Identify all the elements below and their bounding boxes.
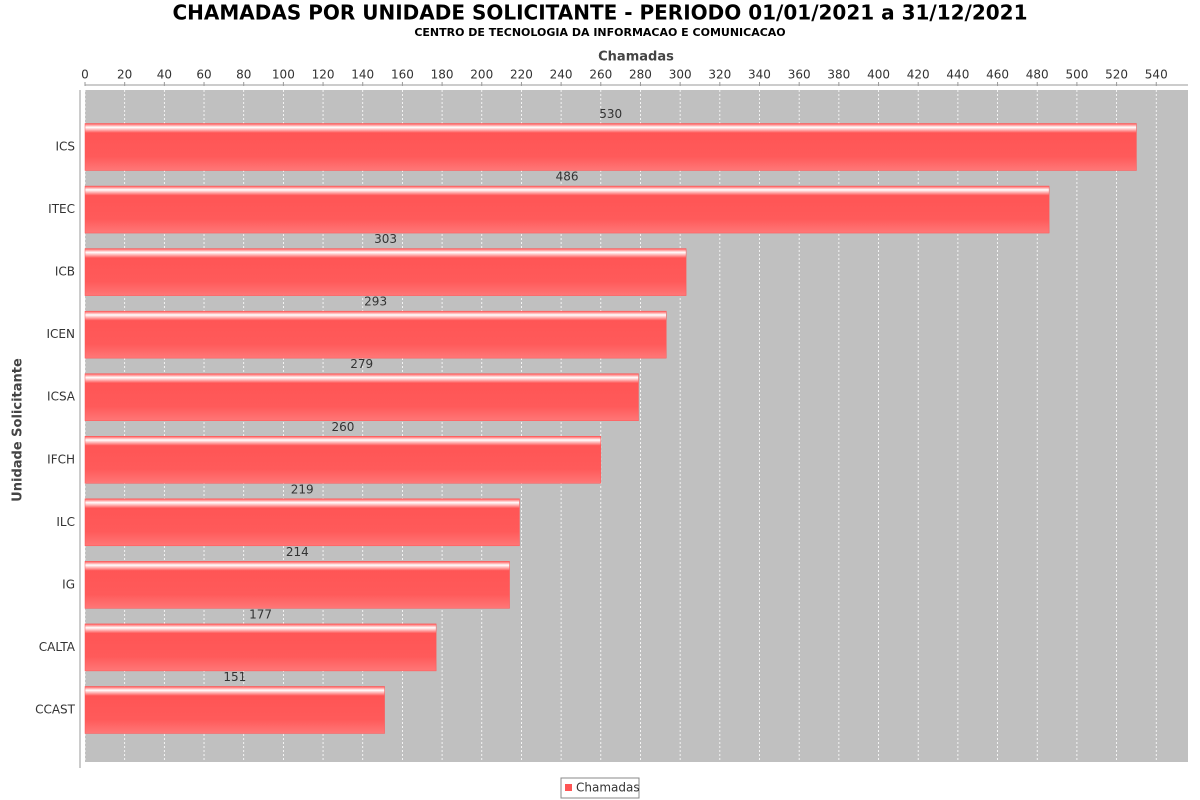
y-tick-label: ICSA	[47, 390, 76, 404]
bar	[84, 561, 510, 609]
y-tick-label: ILC	[56, 515, 75, 529]
data-label: 486	[556, 170, 579, 184]
x-tick-label: 520	[1105, 68, 1128, 82]
y-tick-label: ICS	[55, 140, 75, 154]
legend-box	[560, 777, 640, 799]
data-label: 151	[223, 670, 246, 684]
x-tick-label: 380	[827, 68, 850, 82]
bar	[84, 436, 602, 484]
data-label: 214	[286, 545, 309, 559]
x-tick-label: 20	[117, 68, 132, 82]
x-tick-label: 260	[589, 68, 612, 82]
bar	[84, 248, 687, 296]
y-axis-label: Unidade Solicitante	[11, 358, 26, 502]
data-label: 219	[291, 482, 314, 496]
x-tick-label: 120	[312, 68, 335, 82]
bar	[84, 185, 1050, 234]
x-tick-label: 160	[391, 68, 414, 82]
x-tick-label: 100	[272, 68, 295, 82]
x-tick-label: 420	[907, 68, 930, 82]
bar	[84, 623, 437, 672]
x-tick-label: 180	[431, 68, 454, 82]
chart-title: CHAMADAS POR UNIDADE SOLICITANTE - PERIO…	[172, 1, 1027, 25]
y-tick-label: IFCH	[47, 452, 75, 466]
data-label: 177	[249, 607, 272, 621]
x-tick-label: 540	[1145, 68, 1168, 82]
bar	[84, 686, 385, 734]
x-tick-label: 460	[986, 68, 1009, 82]
data-label: 530	[599, 107, 622, 121]
data-label: 260	[331, 420, 354, 434]
y-tick-label: ITEC	[48, 202, 75, 216]
bar	[84, 123, 1137, 171]
x-tick-label: 220	[510, 68, 533, 82]
data-label: 293	[364, 295, 387, 309]
bar	[84, 498, 520, 547]
legend-swatch	[565, 784, 572, 791]
x-tick-label: 360	[788, 68, 811, 82]
x-tick-label: 440	[946, 68, 969, 82]
data-label: 279	[350, 357, 373, 371]
x-tick-label: 40	[157, 68, 172, 82]
x-tick-label: 320	[708, 68, 731, 82]
y-tick-label: CALTA	[39, 640, 76, 654]
chart-subtitle: CENTRO DE TECNOLOGIA DA INFORMACAO E COM…	[414, 26, 785, 39]
y-tick-label: CCAST	[35, 702, 76, 716]
x-tick-label: 300	[669, 68, 692, 82]
data-label: 303	[374, 232, 397, 246]
x-tick-label: 500	[1065, 68, 1088, 82]
x-tick-label: 60	[196, 68, 211, 82]
y-tick-label: ICEN	[47, 327, 75, 341]
x-tick-label: 0	[81, 68, 89, 82]
y-tick-label: IG	[62, 577, 75, 591]
x-tick-label: 80	[236, 68, 251, 82]
x-tick-label: 340	[748, 68, 771, 82]
x-tick-label: 480	[1026, 68, 1049, 82]
y-tick-label: ICB	[55, 265, 75, 279]
x-tick-label: 400	[867, 68, 890, 82]
x-axis-label: Chamadas	[598, 50, 674, 65]
x-tick-label: 200	[470, 68, 493, 82]
bar	[84, 373, 639, 421]
x-tick-label: 280	[629, 68, 652, 82]
x-tick-label: 140	[351, 68, 374, 82]
legend-label: Chamadas	[576, 781, 640, 795]
x-tick-label: 240	[550, 68, 573, 82]
bar	[84, 310, 667, 359]
